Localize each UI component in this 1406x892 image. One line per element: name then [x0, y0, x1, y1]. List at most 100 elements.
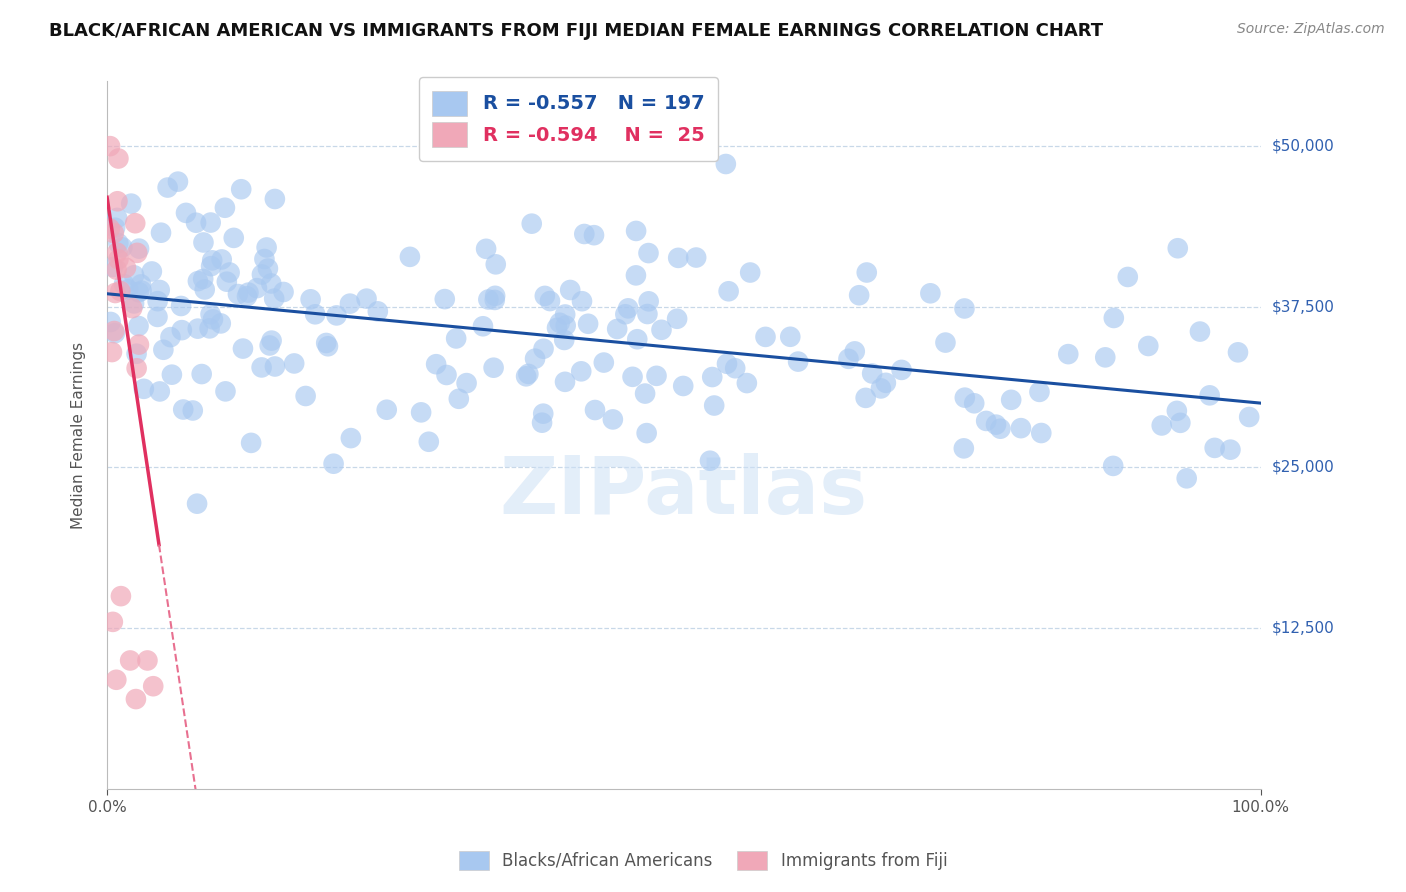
Point	[702, 370, 724, 384]
Point	[717, 285, 740, 299]
Point	[110, 284, 132, 298]
Point	[136, 653, 159, 667]
Point	[103, 226, 125, 240]
Point	[472, 319, 495, 334]
Point	[963, 396, 986, 410]
Point	[703, 399, 725, 413]
Point	[714, 157, 737, 171]
Point	[634, 386, 657, 401]
Point	[201, 253, 224, 268]
Point	[411, 405, 433, 419]
Point	[1137, 339, 1160, 353]
Point	[105, 262, 128, 277]
Point	[226, 287, 249, 301]
Point	[624, 268, 647, 283]
Point	[666, 311, 689, 326]
Point	[231, 182, 253, 196]
Point	[149, 283, 172, 297]
Point	[1170, 416, 1192, 430]
Point	[198, 321, 221, 335]
Point	[200, 215, 222, 229]
Point	[875, 376, 897, 390]
Point	[1094, 351, 1116, 365]
Point	[146, 294, 169, 309]
Point	[253, 252, 276, 266]
Point	[222, 231, 245, 245]
Point	[125, 347, 148, 361]
Point	[315, 336, 337, 351]
Point	[953, 301, 976, 316]
Point	[425, 357, 447, 371]
Point	[107, 194, 129, 209]
Point	[1175, 471, 1198, 485]
Point	[100, 315, 122, 329]
Point	[1150, 418, 1173, 433]
Point	[112, 277, 135, 292]
Point	[103, 324, 125, 338]
Point	[583, 403, 606, 417]
Point	[236, 289, 259, 303]
Point	[636, 426, 658, 441]
Legend: R = -0.557   N = 197, R = -0.594    N =  25: R = -0.557 N = 197, R = -0.594 N = 25	[419, 77, 718, 161]
Point	[1237, 409, 1260, 424]
Text: $25,000: $25,000	[1272, 460, 1334, 475]
Point	[515, 369, 537, 384]
Point	[614, 307, 637, 321]
Point	[1028, 384, 1050, 399]
Point	[571, 294, 593, 309]
Point	[127, 245, 149, 260]
Point	[787, 354, 810, 368]
Point	[125, 361, 148, 376]
Point	[107, 252, 129, 267]
Point	[1102, 458, 1125, 473]
Point	[214, 384, 236, 399]
Point	[193, 235, 215, 250]
Point	[546, 321, 568, 335]
Point	[645, 368, 668, 383]
Point	[190, 367, 212, 381]
Point	[107, 236, 129, 251]
Point	[860, 367, 883, 381]
Point	[211, 252, 233, 267]
Point	[170, 323, 193, 337]
Point	[107, 152, 129, 166]
Point	[754, 330, 776, 344]
Point	[325, 309, 347, 323]
Point	[283, 356, 305, 370]
Point	[517, 367, 540, 381]
Point	[181, 403, 204, 417]
Point	[1219, 442, 1241, 457]
Point	[152, 343, 174, 357]
Point	[484, 293, 506, 307]
Point	[250, 360, 273, 375]
Point	[934, 335, 956, 350]
Point	[848, 288, 870, 302]
Point	[716, 357, 738, 371]
Point	[250, 268, 273, 282]
Point	[485, 257, 508, 271]
Point	[159, 330, 181, 344]
Point	[520, 217, 543, 231]
Point	[666, 251, 689, 265]
Point	[456, 376, 478, 390]
Point	[299, 293, 322, 307]
Point	[531, 416, 554, 430]
Point	[624, 224, 647, 238]
Point	[920, 286, 942, 301]
Point	[104, 220, 127, 235]
Point	[200, 259, 222, 273]
Point	[104, 326, 127, 341]
Point	[436, 368, 458, 382]
Point	[150, 226, 173, 240]
Point	[120, 196, 142, 211]
Point	[1010, 421, 1032, 435]
Point	[984, 417, 1007, 432]
Point	[209, 317, 232, 331]
Point	[194, 283, 217, 297]
Point	[447, 392, 470, 406]
Point	[117, 282, 139, 296]
Text: $37,500: $37,500	[1272, 299, 1334, 314]
Point	[433, 292, 456, 306]
Point	[538, 294, 561, 309]
Point	[156, 180, 179, 194]
